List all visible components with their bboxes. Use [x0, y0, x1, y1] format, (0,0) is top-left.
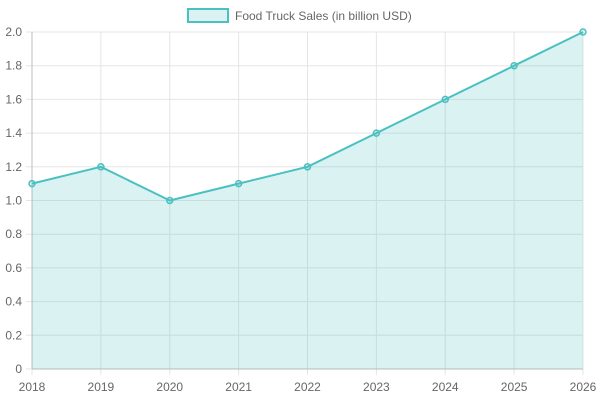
line-layer — [31, 31, 584, 202]
grid — [26, 31, 584, 375]
y-tick-label: 2.0 — [5, 25, 22, 39]
data-point[interactable] — [97, 163, 105, 171]
legend-label: Food Truck Sales (in billion USD) — [235, 9, 412, 23]
x-tick-label: 2023 — [363, 380, 390, 394]
series-area — [32, 32, 583, 369]
x-tick-label: 2024 — [432, 380, 459, 394]
x-tick-label: 2019 — [88, 380, 115, 394]
data-point[interactable] — [372, 129, 381, 137]
x-tick-label: 2020 — [156, 380, 183, 394]
x-tick-label: 2018 — [19, 380, 46, 394]
data-point[interactable] — [28, 179, 36, 188]
data-point[interactable] — [166, 196, 174, 205]
data-point[interactable] — [441, 95, 449, 104]
data-point[interactable] — [510, 61, 518, 70]
legend-swatch — [187, 8, 229, 23]
y-tick-label: 1.0 — [5, 194, 22, 208]
data-point[interactable] — [303, 163, 312, 171]
x-tick-label: 2021 — [225, 380, 252, 394]
data-point[interactable] — [579, 28, 587, 36]
y-axis-ticks: 0 0.2 0.4 0.6 0.8 1.0 1.2 1.4 1.6 1.8 2.0 — [5, 25, 22, 376]
y-tick-label: 0 — [15, 362, 22, 376]
y-tick-label: 0.6 — [5, 261, 22, 275]
x-tick-label: 2022 — [294, 380, 321, 394]
x-tick-label: 2025 — [501, 380, 528, 394]
data-point[interactable] — [234, 179, 243, 188]
series-line — [31, 31, 584, 202]
y-tick-label: 1.2 — [5, 160, 22, 174]
x-axis-ticks: 2018 2019 2020 2021 2022 2023 2024 2025 2026 — [19, 380, 597, 394]
y-tick-label: 1.6 — [5, 92, 22, 106]
points-layer — [28, 28, 587, 205]
x-tick-label: 2026 — [570, 380, 597, 394]
legend[interactable]: Food Truck Sales (in billion USD) — [187, 8, 412, 23]
y-tick-label: 0.2 — [5, 328, 22, 342]
area-layer — [32, 32, 583, 369]
y-tick-label: 1.4 — [5, 126, 22, 140]
y-tick-label: 0.8 — [5, 227, 22, 241]
y-tick-label: 1.8 — [5, 59, 22, 73]
y-tick-label: 0.4 — [5, 295, 22, 309]
